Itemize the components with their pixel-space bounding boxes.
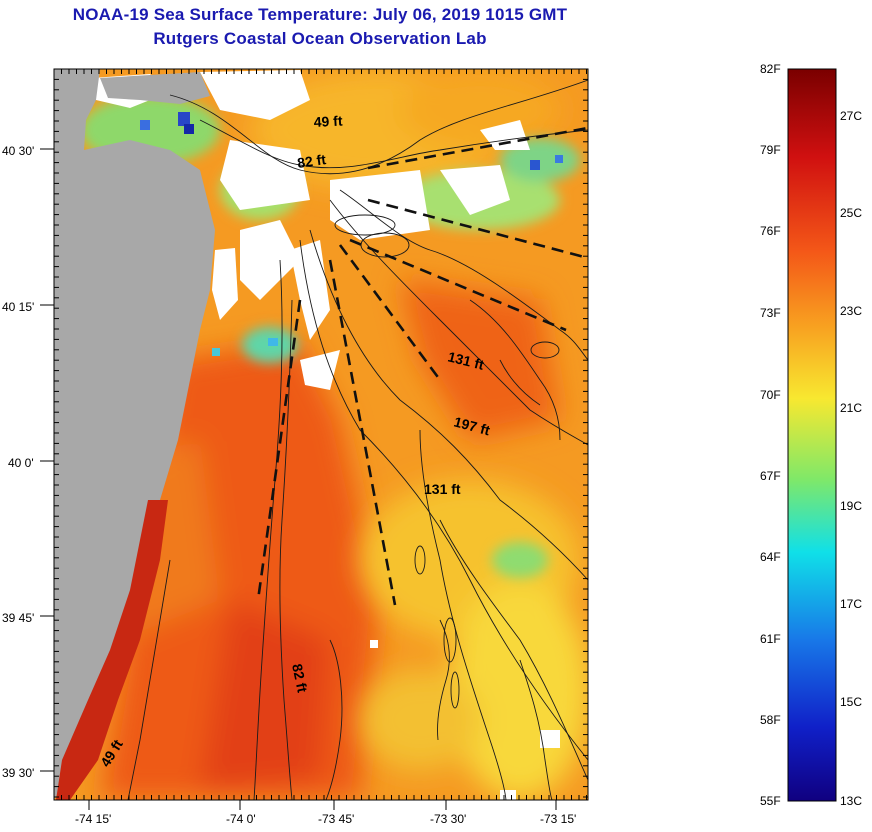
map-title: NOAA-19 Sea Surface Temperature: July 06…: [72, 5, 568, 24]
colorbar-f-label: 61F: [760, 632, 781, 646]
colorbar-f-label: 76F: [760, 224, 781, 238]
lat-label: 39 30': [2, 766, 34, 780]
colorbar-f-label: 55F: [760, 794, 781, 808]
depth-label-82ft-south: 82 ft: [289, 662, 311, 694]
temperature-colorbar: 82F 79F 76F 73F 70F 67F 64F 61F 58F 55F …: [760, 62, 862, 808]
colorbar-c-label: 17C: [840, 597, 862, 611]
colorbar-celsius-labels: 27C 25C 23C 21C 19C 17C 15C 13C: [840, 109, 862, 808]
colorbar-c-label: 25C: [840, 206, 862, 220]
colorbar-f-label: 82F: [760, 62, 781, 76]
depth-labels: 49 ft 82 ft 131 ft 197 ft 131 ft 82 ft 4…: [97, 112, 492, 769]
lon-label: -73 45': [318, 812, 354, 826]
colorbar-fahrenheit-labels: 82F 79F 76F 73F 70F 67F 64F 61F 58F 55F: [760, 62, 781, 808]
depth-label-131ft-south: 131 ft: [424, 481, 461, 497]
colorbar-f-label: 79F: [760, 143, 781, 157]
colorbar-f-label: 64F: [760, 550, 781, 564]
colorbar-c-label: 23C: [840, 304, 862, 318]
lon-label: -73 15': [540, 812, 576, 826]
lat-label: 40 15': [2, 300, 34, 314]
sst-field: [54, 69, 588, 800]
colorbar-c-label: 27C: [840, 109, 862, 123]
colorbar-f-label: 70F: [760, 388, 781, 402]
colorbar-c-label: 19C: [840, 499, 862, 513]
lon-label: -74 0': [226, 812, 256, 826]
axis-ticks: [40, 68, 588, 810]
lat-label: 40 30': [2, 144, 34, 158]
colorbar-gradient: [787, 68, 837, 802]
colorbar-c-label: 21C: [840, 401, 862, 415]
latitude-labels: 40 30' 40 15' 40 0' 39 45' 39 30': [2, 144, 34, 780]
sst-map: 49 ft 82 ft 131 ft 197 ft 131 ft 82 ft 4…: [2, 68, 589, 826]
lat-label: 40 0': [8, 456, 34, 470]
colorbar-f-label: 73F: [760, 306, 781, 320]
lat-label: 39 45': [2, 611, 34, 625]
depth-contours: [127, 79, 588, 800]
colorbar-c-label: 15C: [840, 695, 862, 709]
longitude-labels: -74 15' -74 0' -73 45' -73 30' -73 15': [75, 812, 576, 826]
shipping-lanes: [256, 126, 589, 606]
colorbar-f-label: 67F: [760, 469, 781, 483]
lon-label: -73 30': [430, 812, 466, 826]
colorbar-c-label: 13C: [840, 794, 862, 808]
map-subtitle: Rutgers Coastal Ocean Observation Lab: [153, 29, 487, 48]
lon-label: -74 15': [75, 812, 111, 826]
depth-label-49ft-north: 49 ft: [313, 112, 343, 130]
map-frame: [53, 68, 589, 801]
depth-label-82ft-north: 82 ft: [296, 151, 327, 171]
land-mass: [54, 69, 215, 800]
colorbar-f-label: 58F: [760, 713, 781, 727]
